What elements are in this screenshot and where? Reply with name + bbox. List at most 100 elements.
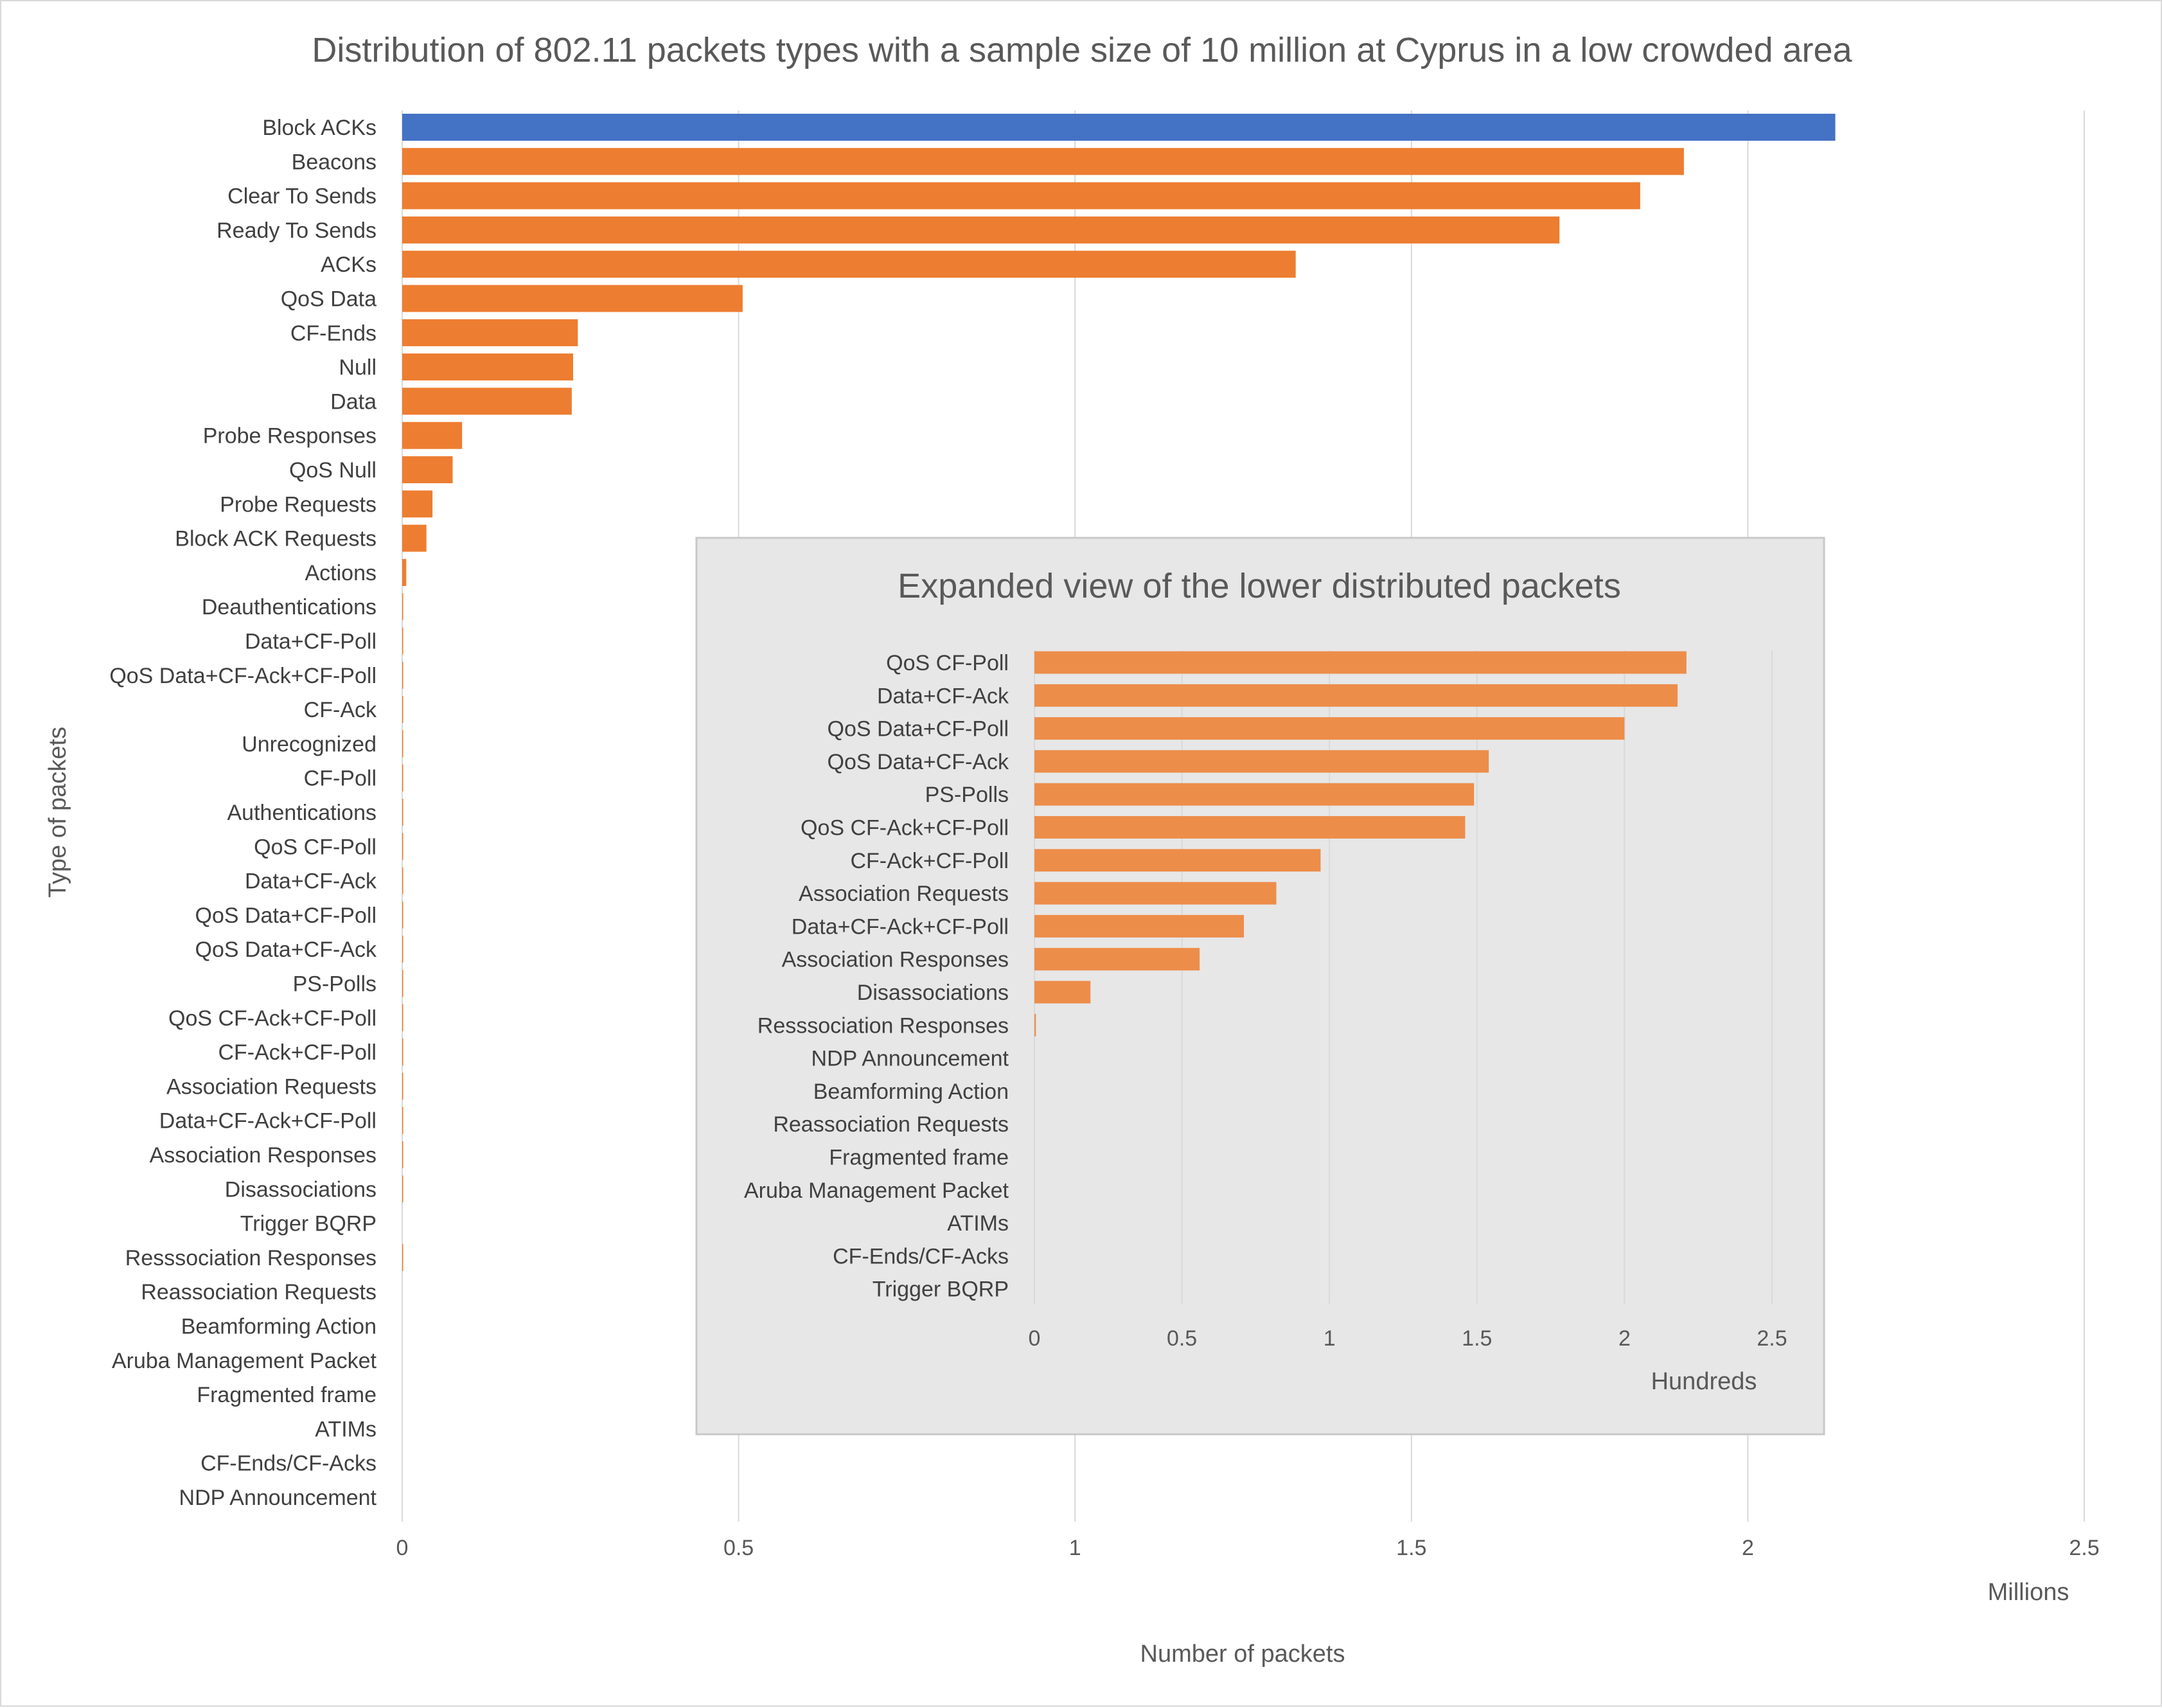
inset-category-label: Beamforming Action bbox=[813, 1080, 1009, 1104]
inset-category-label: Fragmented frame bbox=[829, 1146, 1009, 1170]
inset-category-label: Aruba Management Packet bbox=[744, 1179, 1009, 1203]
main-category-label: Trigger BQRP bbox=[240, 1212, 377, 1236]
main-bar bbox=[402, 901, 403, 929]
main-bar bbox=[402, 285, 743, 312]
main-x-units-label: Millions bbox=[1988, 1579, 2069, 1606]
main-category-label: CF-Ends bbox=[290, 321, 377, 346]
inset-x-tick-label: 2 bbox=[1618, 1326, 1631, 1351]
main-category-label: Authentications bbox=[227, 801, 377, 825]
inset-category-label: QoS Data+CF-Poll bbox=[828, 717, 1009, 742]
main-bar bbox=[402, 114, 1836, 141]
inset-x-tick-label: 0 bbox=[1029, 1326, 1041, 1351]
main-bar bbox=[402, 627, 403, 655]
main-category-label: Data+CF-Poll bbox=[245, 630, 377, 654]
main-category-label: CF-Ends/CF-Acks bbox=[200, 1452, 377, 1476]
main-category-label: Resssociation Responses bbox=[125, 1246, 377, 1270]
main-bars bbox=[402, 114, 1836, 1271]
main-category-label: PS-Polls bbox=[293, 972, 377, 997]
main-bar bbox=[402, 764, 403, 792]
main-category-label: QoS CF-Ack+CF-Poll bbox=[168, 1006, 377, 1031]
main-bar bbox=[402, 799, 403, 826]
x-axis-title: Number of packets bbox=[1140, 1641, 1345, 1668]
main-bar bbox=[402, 490, 433, 518]
main-category-label: ACKs bbox=[321, 253, 377, 277]
main-category-label: Disassociations bbox=[225, 1177, 377, 1202]
chart-title: Distribution of 802.11 packets types wit… bbox=[312, 31, 1852, 69]
main-category-label: Block ACK Requests bbox=[175, 527, 377, 551]
main-category-label: Unrecognized bbox=[242, 732, 377, 756]
main-bar bbox=[402, 1243, 403, 1271]
inset-category-label: Data+CF-Ack+CF-Poll bbox=[792, 914, 1009, 939]
inset-category-label: Association Requests bbox=[799, 882, 1009, 906]
inset-bar bbox=[1034, 750, 1489, 773]
main-category-label: Probe Responses bbox=[203, 424, 377, 449]
inset-x-tick-label: 1.5 bbox=[1462, 1326, 1492, 1351]
main-category-labels: Block ACKs Beacons Clear To Sends Ready To … bbox=[109, 116, 377, 1510]
main-x-tick-label: 2.5 bbox=[2069, 1536, 2099, 1560]
main-x-tick-label: 1 bbox=[1069, 1536, 1081, 1560]
main-category-label: CF-Ack bbox=[304, 698, 377, 722]
main-bar bbox=[402, 1141, 403, 1168]
inset-bar bbox=[1034, 1013, 1036, 1036]
main-bar bbox=[402, 148, 1684, 175]
main-category-label: QoS CF-Poll bbox=[254, 835, 377, 859]
main-x-tick-label: 2 bbox=[1742, 1536, 1754, 1560]
main-category-label: QoS Data bbox=[281, 287, 377, 312]
main-x-tick-label: 0.5 bbox=[723, 1536, 754, 1560]
main-category-label: NDP Announcement bbox=[179, 1486, 377, 1510]
inset-category-label: Reassociation Requests bbox=[773, 1112, 1009, 1137]
inset-category-label: CF-Ends/CF-Acks bbox=[833, 1244, 1009, 1268]
main-category-label: Association Requests bbox=[166, 1074, 377, 1099]
inset-category-label: QoS CF-Ack+CF-Poll bbox=[801, 816, 1009, 841]
main-bar bbox=[402, 970, 403, 997]
inset-chart: Expanded view of the lower distributed p… bbox=[695, 537, 1825, 1436]
inset-bar bbox=[1034, 717, 1625, 740]
main-bar bbox=[402, 936, 403, 963]
main-category-label: QoS Data+CF-Poll bbox=[195, 903, 377, 928]
inset-category-label: Data+CF-Ack bbox=[877, 684, 1009, 708]
inset-bar bbox=[1034, 914, 1245, 938]
main-category-label: ATIMs bbox=[315, 1417, 377, 1441]
main-bar bbox=[402, 558, 407, 586]
main-category-label: Probe Requests bbox=[220, 492, 377, 517]
main-bar bbox=[402, 524, 427, 552]
main-category-label: Block ACKs bbox=[262, 116, 377, 140]
inset-x-units-label: Hundreds bbox=[1651, 1368, 1757, 1395]
main-x-tick-label: 0 bbox=[396, 1536, 409, 1560]
main-category-label: CF-Ack+CF-Poll bbox=[218, 1040, 377, 1065]
main-bar bbox=[402, 1107, 403, 1134]
inset-category-label: NDP Announcement bbox=[811, 1047, 1009, 1071]
main-category-label: Fragmented frame bbox=[197, 1383, 377, 1407]
inset-category-label: QoS Data+CF-Ack bbox=[828, 750, 1009, 774]
main-bar bbox=[402, 422, 463, 449]
main-category-label: Clear To Sends bbox=[227, 184, 377, 209]
inset-bar bbox=[1034, 849, 1321, 872]
main-x-tick-labels: 0 0.5 1 1.5 2 2.5 bbox=[396, 1536, 2100, 1560]
main-category-label: Data+CF-Ack+CF-Poll bbox=[159, 1109, 377, 1134]
main-bar bbox=[402, 387, 572, 415]
inset-category-label: Association Responses bbox=[782, 948, 1009, 972]
inset-category-label: Trigger BQRP bbox=[873, 1277, 1009, 1302]
main-bar bbox=[402, 730, 403, 758]
main-category-label: Null bbox=[339, 355, 377, 380]
main-bar bbox=[402, 251, 1296, 278]
main-category-label: Reassociation Requests bbox=[141, 1280, 377, 1304]
inset-category-label: QoS CF-Poll bbox=[886, 651, 1009, 675]
main-category-label: Actions bbox=[305, 561, 377, 585]
inset-bar bbox=[1034, 651, 1687, 674]
main-bar bbox=[402, 1038, 403, 1066]
inset-title: Expanded view of the lower distributed p… bbox=[898, 567, 1621, 605]
main-bar bbox=[402, 696, 403, 724]
main-category-label: Association Responses bbox=[150, 1143, 377, 1168]
main-category-label: CF-Poll bbox=[304, 767, 377, 791]
inset-bar bbox=[1034, 684, 1678, 707]
main-x-tick-label: 1.5 bbox=[1396, 1536, 1426, 1560]
inset-bar bbox=[1034, 783, 1475, 806]
main-bar bbox=[402, 216, 1560, 244]
main-category-label: QoS Data+CF-Ack+CF-Poll bbox=[109, 664, 377, 688]
main-bar bbox=[402, 1004, 403, 1031]
inset-bars bbox=[1034, 651, 1687, 1036]
main-bar bbox=[402, 456, 453, 483]
